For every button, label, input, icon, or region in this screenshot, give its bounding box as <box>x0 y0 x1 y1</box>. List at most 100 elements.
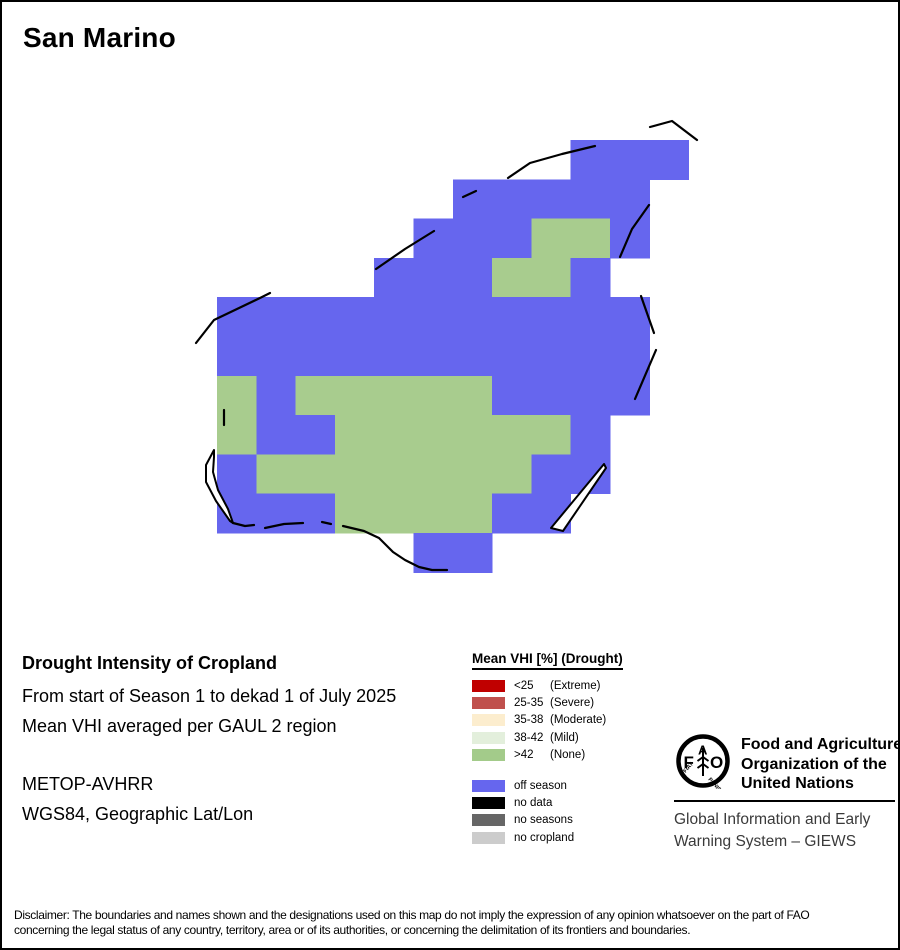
map-cell <box>334 336 375 377</box>
boundary-line <box>461 189 478 199</box>
map-cell <box>413 415 454 455</box>
legend-row: 38-42 (Mild) <box>472 729 692 746</box>
map-subject-heading: Drought Intensity of Cropland <box>22 653 277 673</box>
legend-other-classes: off season no data no seasons no cropland <box>472 777 692 847</box>
legend-class-label: no data <box>514 797 553 810</box>
legend-class-value: <25 <box>514 679 534 692</box>
map-cell <box>295 336 336 377</box>
map-cell <box>452 297 493 337</box>
map-cell <box>570 179 611 220</box>
legend-class-label: off season <box>514 779 567 792</box>
legend-row: 35-38 (Moderate) <box>472 712 692 729</box>
map-cell <box>256 493 297 534</box>
map-cell <box>531 375 572 416</box>
page-title: San Marino <box>23 22 176 53</box>
map-cell <box>413 218 454 259</box>
boundary-line <box>341 524 449 572</box>
map-cell <box>452 257 493 298</box>
legend-row: 25-35 (Severe) <box>472 694 692 711</box>
fao-logo-wheat <box>696 748 710 776</box>
map-cell <box>295 415 336 455</box>
map-cell <box>531 336 572 377</box>
map-cell <box>452 533 493 573</box>
map-cell <box>452 493 493 534</box>
map-cell <box>649 140 690 180</box>
map-cell <box>374 454 414 495</box>
boundary-line <box>231 521 256 528</box>
legend-row: >42 (None) <box>472 747 692 764</box>
map-cell <box>295 297 336 337</box>
legend-class-label: no seasons <box>514 814 573 827</box>
legend-class-label: (Severe) <box>550 697 595 710</box>
legend-class-value: >42 <box>514 749 534 762</box>
disclaimer-line-2: concerning the legal status of any count… <box>14 923 691 937</box>
map-cells <box>217 140 690 573</box>
map-sensor-line: METOP-AVHRR <box>22 774 154 794</box>
map-cell <box>570 415 611 455</box>
fao-divider-rule <box>674 800 895 802</box>
fao-logo-icon: F O A FIAT PANIS <box>676 734 730 789</box>
boundary-line <box>263 521 305 530</box>
legend-row: <25 (Extreme) <box>472 677 692 694</box>
map-cell <box>374 336 414 377</box>
map-cell <box>295 493 336 534</box>
map-cell <box>334 454 375 495</box>
legend-title: Mean VHI [%] (Drought) <box>472 651 623 670</box>
disclaimer-line-1: Disclaimer: The boundaries and names sho… <box>14 908 810 922</box>
map-cell <box>334 493 375 534</box>
map-cell <box>452 375 493 416</box>
legend-row: off season <box>472 777 692 794</box>
legend-class-label: (Mild) <box>550 731 579 744</box>
map-cell <box>374 257 414 298</box>
map-cell <box>374 415 414 455</box>
map-cell <box>610 218 650 259</box>
legend-swatch <box>472 697 505 710</box>
map-cell <box>531 415 572 455</box>
map-cell <box>217 454 257 495</box>
legend-swatch <box>472 714 505 727</box>
map-cell <box>492 415 532 455</box>
map-cell <box>492 257 532 298</box>
legend-row: no seasons <box>472 812 692 829</box>
map-cell <box>295 454 336 495</box>
boundary-line <box>648 119 699 142</box>
map-cell <box>256 375 297 416</box>
map-cell <box>570 297 611 337</box>
map-cell <box>531 257 572 298</box>
legend-row: no cropland <box>472 829 692 846</box>
map-cell <box>492 375 532 416</box>
map-cell <box>531 179 572 220</box>
map-legend: Mean VHI [%] (Drought) <25 (Extreme) 25-35… <box>472 650 692 847</box>
map-cell <box>570 336 611 377</box>
map-cell <box>492 493 532 534</box>
map-cell <box>531 218 572 259</box>
map-cell <box>374 375 414 416</box>
legend-class-value: 38-42 <box>514 731 544 744</box>
map-cell <box>413 257 454 298</box>
giews-caption: Global Information and Early Warning Sys… <box>674 809 870 852</box>
boundary-line <box>194 291 272 345</box>
boundary-line <box>639 294 656 335</box>
map-cell <box>413 493 454 534</box>
map-projection-line: WGS84, Geographic Lat/Lon <box>22 804 254 824</box>
map-cell <box>492 454 532 495</box>
map-cell <box>452 336 493 377</box>
map-cell <box>492 336 532 377</box>
map-cell <box>610 375 650 416</box>
map-cell <box>256 336 297 377</box>
map-cell <box>570 257 611 298</box>
legend-swatch <box>472 797 505 810</box>
boundary-line <box>374 229 436 271</box>
map-cell <box>374 297 414 337</box>
boundary-line <box>618 203 651 259</box>
fao-org-line-1: Food and Agriculture <box>741 736 900 753</box>
map-cell <box>531 297 572 337</box>
map-cell <box>295 375 336 416</box>
map-cell <box>334 297 375 337</box>
boundary-line <box>633 348 658 401</box>
map-cell <box>256 297 297 337</box>
legend-swatch <box>472 779 505 792</box>
country-boundary-lines <box>194 119 699 572</box>
